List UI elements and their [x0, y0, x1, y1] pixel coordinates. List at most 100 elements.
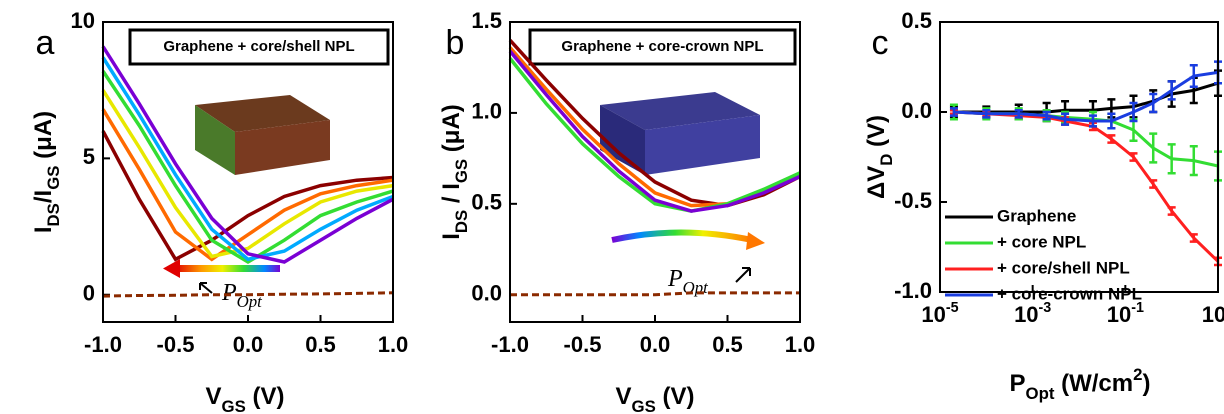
series-line [102, 291, 394, 298]
x-axis-label: VGS (V) [206, 383, 285, 414]
x-tick-label: -0.5 [564, 332, 602, 357]
y-tick-label: 1.0 [471, 99, 502, 124]
label-part: (V) [656, 383, 695, 410]
inset-crystal [195, 95, 330, 175]
error-bar [1088, 114, 1097, 128]
series-line [953, 70, 1219, 123]
label-part: 2 [1133, 365, 1142, 384]
y-tick-label: -0.5 [894, 188, 932, 213]
label-part: (μA) [438, 104, 465, 159]
error-bar [1107, 112, 1116, 130]
y-tick-label: 1.5 [471, 8, 502, 33]
x-tick-label: 10-3 [1014, 300, 1051, 327]
y-axis-label: IDS/IGS (μA) [30, 111, 63, 233]
error-bar [1061, 112, 1070, 126]
panel-label: a [36, 24, 55, 62]
annotation-box [528, 28, 797, 66]
x-tick-label: -1.0 [491, 332, 529, 357]
x-axis-label: POpt (W/cm2) [1010, 365, 1151, 403]
series-line [101, 56, 394, 262]
axes-frame [939, 21, 1219, 293]
label-part: GS [44, 166, 63, 190]
axes-frame [509, 21, 801, 323]
error-bar [1167, 206, 1176, 216]
y-axis-label: IDS / IGS (μA) [438, 104, 471, 240]
rainbow-arrow [611, 229, 765, 250]
series-line [101, 70, 394, 265]
label-part: P [1010, 370, 1026, 397]
panel-label: c [872, 24, 889, 62]
y-axis-label: ΔVD (V) [863, 115, 896, 199]
error-bar [1189, 63, 1198, 89]
series-line [101, 89, 394, 259]
annotation-text: Graphene + core/shell NPL [163, 38, 354, 55]
error-bar [949, 107, 958, 117]
series-line [101, 45, 394, 264]
x-tick-label: 10-5 [921, 300, 958, 327]
error-bar [1167, 143, 1176, 175]
series-line [508, 49, 801, 213]
series-line [508, 57, 801, 213]
y-tick-label: 5 [83, 144, 95, 169]
inset-crystal [600, 92, 760, 175]
x-tick-label: 0.5 [305, 332, 336, 357]
x-tick-label: 1.0 [378, 332, 409, 357]
error-bar [1167, 80, 1176, 101]
error-bar [1189, 144, 1198, 177]
y-tick-label: -1.0 [894, 278, 932, 303]
series-line [101, 130, 394, 262]
axes-frame [102, 21, 394, 323]
label-part: / I [438, 183, 465, 210]
series-line [953, 81, 1219, 114]
error-bar [1042, 110, 1051, 121]
x-tick-label: 101 [1202, 300, 1224, 327]
legend-label: Graphene [997, 206, 1076, 225]
label-part: ΔV [863, 166, 890, 199]
label-part: GS [222, 397, 246, 414]
error-bar [1189, 233, 1198, 243]
label-part: Opt [237, 292, 263, 311]
y-tick-label: 0 [83, 281, 95, 306]
label-part: P [667, 266, 683, 292]
label-part: (μA) [30, 111, 57, 166]
error-bar [1014, 108, 1023, 119]
x-tick-label: -1.0 [84, 332, 122, 357]
label-part: I [30, 226, 57, 233]
x-tick-label: 0.5 [712, 332, 743, 357]
legend-label: + core/shell NPL [997, 258, 1130, 277]
x-tick-label: 10-1 [1107, 300, 1144, 327]
x-tick-label: 0.0 [640, 332, 671, 357]
label-part: DS [452, 210, 471, 233]
rainbow-arrow [163, 259, 280, 278]
label-part: (V) [863, 115, 890, 154]
error-bar [1129, 152, 1138, 162]
label-part: (W/cm [1054, 370, 1133, 397]
label-part: I [438, 233, 465, 240]
y-tick-label: 0.0 [471, 281, 502, 306]
y-tick-label: 10 [71, 8, 95, 33]
label-part: GS [632, 397, 656, 414]
y-tick-label: 0.0 [901, 98, 932, 123]
legend-label: + core NPL [997, 232, 1086, 251]
x-axis-label: VGS (V) [616, 383, 695, 414]
label-part: GS [452, 159, 471, 183]
pointer-label: POpt [221, 280, 262, 312]
label-part: ) [1142, 370, 1150, 397]
annotation-text: Graphene + core-crown NPL [561, 38, 763, 55]
legend-label: + core-crown NPL [997, 284, 1142, 303]
error-bar [1129, 101, 1138, 123]
x-tick-label: 1.0 [785, 332, 816, 357]
x-tick-label: 0.0 [233, 332, 264, 357]
error-bar [1149, 92, 1158, 114]
error-bar [1107, 134, 1116, 144]
error-bar [1149, 179, 1158, 189]
x-tick-label: -0.5 [157, 332, 195, 357]
series-line [101, 108, 394, 262]
label-part: DS [44, 203, 63, 226]
label-part: Opt [1026, 384, 1055, 403]
error-bar [1149, 132, 1158, 164]
annotation-box [128, 28, 390, 66]
y-tick-label: 0.5 [901, 8, 932, 33]
label-part: D [877, 154, 896, 166]
